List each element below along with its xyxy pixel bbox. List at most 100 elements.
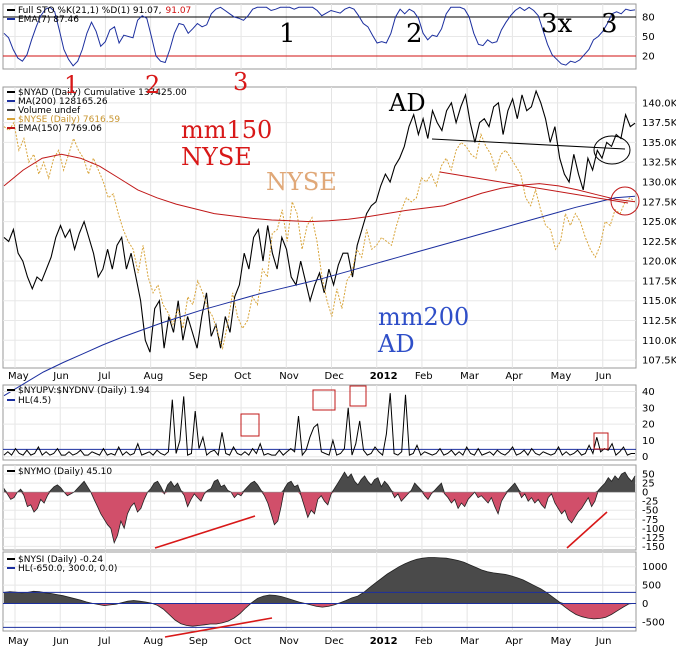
legend-text-1-1: MA(200) 128165.26 xyxy=(18,97,108,107)
series-line-1-3 xyxy=(3,195,636,397)
ytick-2-2: 20 xyxy=(642,420,655,431)
xtick-bottom-13: Jun xyxy=(595,636,612,647)
ytick-3-0: 50 xyxy=(642,470,655,481)
hand-box-1 xyxy=(312,389,336,411)
hand-divergence-nysi xyxy=(164,617,273,638)
ytick-3-1: 25 xyxy=(642,479,655,490)
xtick-top-12: May xyxy=(551,371,572,382)
ytick-3-4: -50 xyxy=(642,506,658,517)
nyse-red-label: NYSE xyxy=(181,143,252,171)
xtick-bottom-11: Apr xyxy=(505,636,523,647)
ytick-3-6: -100 xyxy=(642,524,665,535)
annotations: 1 2 3 1 2 3x 3 AD mm150 NYSE NYSE mm200 … xyxy=(64,9,618,358)
ytick-1-4: 130.0K xyxy=(642,177,676,188)
ytick-0-1: 50 xyxy=(642,32,655,43)
ytick-1-10: 115.0K xyxy=(642,296,676,307)
xtick-top-1: Jun xyxy=(52,371,69,382)
ytick-1-0: 140.0K xyxy=(642,98,676,109)
hand-circle-ad xyxy=(593,135,631,165)
series-area-neg-4-0 xyxy=(4,603,635,627)
ytick-0-0: 80 xyxy=(642,13,655,24)
xtick-bottom-2: Jul xyxy=(97,636,110,647)
legend-value-0-0: 91.07 xyxy=(166,6,192,16)
legend-text-0-1: EMA(7) 87.46 xyxy=(18,15,79,25)
hand-divergence-nymo-2 xyxy=(566,511,608,549)
mm150-label: mm150 xyxy=(181,116,272,144)
sto-mark-black-3: 3 xyxy=(601,9,618,39)
series-outline-4-0 xyxy=(3,557,636,627)
ytick-3-8: -150 xyxy=(642,542,665,553)
legend-text-1-3: $NYSE (Daily) 7616.59 xyxy=(18,115,120,125)
hand-line-nyse xyxy=(439,171,629,204)
legend-text-2-1: HL(4.5) xyxy=(18,396,51,406)
ytick-1-7: 122.5K xyxy=(642,237,676,248)
legend-text-4-1: HL(-650.0, 300.0, 0.0) xyxy=(18,564,117,574)
xtick-top-2: Jul xyxy=(97,371,110,382)
legend-text-1-2: Volume undef xyxy=(18,106,81,116)
series-area-neg-3-0 xyxy=(4,492,635,543)
xtick-bottom-6: Nov xyxy=(279,636,299,647)
legend-text-1-4: EMA(150) 7769.06 xyxy=(18,124,102,134)
ad-label: AD xyxy=(388,89,426,117)
legend-text-3-0: $NYMO (Daily) 45.10 xyxy=(18,467,112,477)
xtick-top-5: Oct xyxy=(234,371,251,382)
ytick-2-1: 30 xyxy=(642,403,655,414)
xtick-bottom-4: Sep xyxy=(189,636,208,647)
sto-mark-black-3x: 3x xyxy=(541,9,573,39)
ytick-4-3: -500 xyxy=(642,617,665,628)
legend-text-4-0: $NYSI (Daily) -0.24 xyxy=(18,555,103,565)
ytick-2-0: 40 xyxy=(642,387,655,398)
ytick-1-2: 135.0K xyxy=(642,138,676,149)
ytick-3-3: -25 xyxy=(642,497,658,508)
xtick-top-6: Nov xyxy=(279,371,299,382)
panel-frame-2 xyxy=(2,384,637,461)
xtick-bottom-10: Mar xyxy=(460,636,480,647)
hand-box-2 xyxy=(349,385,367,407)
ytick-3-7: -125 xyxy=(642,533,665,544)
ytick-1-5: 127.5K xyxy=(642,197,676,208)
panel-frame-1 xyxy=(2,86,637,369)
ytick-4-1: 500 xyxy=(642,581,661,592)
xtick-bottom-8: 2012 xyxy=(370,636,398,647)
xtick-top-10: Mar xyxy=(460,371,480,382)
ytick-2-4: 0 xyxy=(642,452,648,463)
sto-mark-red-2: 2 xyxy=(145,71,160,99)
xtick-top-8: 2012 xyxy=(370,371,398,382)
xtick-bottom-9: Feb xyxy=(415,636,433,647)
ytick-3-5: -75 xyxy=(642,515,658,526)
ytick-1-1: 137.5K xyxy=(642,118,676,129)
ad2-label: AD xyxy=(377,330,415,358)
nyse-tan-label: NYSE xyxy=(266,168,337,196)
ytick-2-3: 10 xyxy=(642,436,655,447)
ytick-1-3: 132.5K xyxy=(642,158,676,169)
xtick-bottom-5: Oct xyxy=(234,636,251,647)
hand-box-0 xyxy=(240,413,260,437)
legend-text-1-0: $NYAD (Daily) Cumulative 137425.00 xyxy=(18,88,187,98)
ytick-1-13: 107.5K xyxy=(642,356,676,367)
xtick-top-11: Apr xyxy=(505,371,523,382)
xtick-bottom-7: Dec xyxy=(325,636,344,647)
sto-mark-red-3: 3 xyxy=(233,68,248,96)
ytick-1-11: 112.5K xyxy=(642,316,676,327)
xtick-top-3: Aug xyxy=(144,371,164,382)
xtick-bottom-1: Jun xyxy=(52,636,69,647)
hand-line-ad-top xyxy=(431,138,626,150)
series-line-1-0 xyxy=(3,89,636,353)
xtick-top-4: Sep xyxy=(189,371,208,382)
xtick-top-0: May xyxy=(8,371,29,382)
hand-divergence-nymo-1 xyxy=(154,515,256,549)
ytick-1-12: 110.0K xyxy=(642,336,676,347)
ytick-3-2: 0 xyxy=(642,488,648,499)
xtick-bottom-3: Aug xyxy=(144,636,164,647)
series-line-1-1 xyxy=(3,121,636,351)
mm200-label: mm200 xyxy=(378,303,469,331)
xtick-top-7: Dec xyxy=(325,371,344,382)
series-line-1-2 xyxy=(3,153,636,223)
legend-text-0-0: Full STO %K(21,1) %D(1) 91.07, xyxy=(18,6,162,16)
sto-mark-black-2: 2 xyxy=(406,19,423,49)
sto-mark-black-1: 1 xyxy=(279,19,296,49)
xtick-bottom-12: May xyxy=(551,636,572,647)
series-line-0-0 xyxy=(3,6,636,67)
xtick-top-13: Jun xyxy=(595,371,612,382)
ytick-0-2: 20 xyxy=(642,52,655,63)
